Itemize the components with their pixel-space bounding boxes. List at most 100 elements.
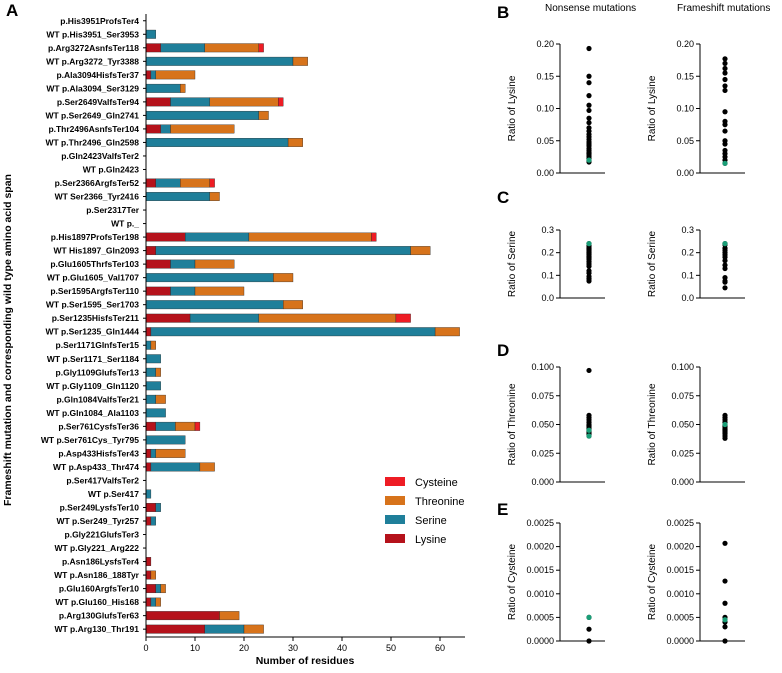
scatter-y-tick-label: 0.3 [681, 225, 694, 235]
bar-segment-cysteine [258, 43, 264, 53]
bar-segment-cysteine [278, 97, 284, 107]
bar-segment-serine [170, 286, 196, 296]
scatter-point-highlight [586, 433, 592, 439]
bar-segment-threonine [194, 286, 245, 296]
bar-segment-serine [145, 367, 156, 377]
legend-swatch-serine [385, 515, 405, 524]
category-label: p.Ala3094HisfsTer37 [56, 70, 139, 80]
legend-label: Cysteine [415, 477, 458, 489]
panel-e-letter: E [497, 500, 508, 519]
x-tick-label: 40 [337, 643, 347, 653]
bar-segment-lysine [145, 43, 161, 53]
scatter-y-tick-label: 0.0005 [526, 612, 554, 622]
bar-segment-lysine [145, 597, 152, 607]
category-label: WT p.Asp433_Thr474 [53, 462, 139, 472]
scatter-point [722, 435, 728, 441]
scatter-panel: 0.00 0.05 0.10 0.15 0.20 Ratio of Lysine [647, 39, 745, 178]
scatter-y-tick-label: 0.0010 [666, 589, 694, 599]
bar-segment-threonine [258, 110, 269, 120]
scatter-y-tick-label: 0.00 [676, 168, 694, 178]
category-label: p.Ser1171GlnfsTer15 [56, 340, 140, 350]
legend-swatch-lysine [385, 534, 405, 543]
bar-segment-serine [145, 273, 274, 283]
scatter-point-highlight [586, 157, 592, 163]
scatter-point [722, 578, 728, 584]
bar-segment-threonine [219, 611, 240, 621]
bar-segment-threonine [434, 327, 460, 337]
bar-segment-threonine [155, 597, 161, 607]
bar-segment-serine [150, 70, 156, 80]
category-label: WT p.Arg3272_Tyr3388 [46, 56, 139, 66]
category-label: p.Arg130GlufsTer63 [59, 611, 139, 621]
scatter-point [722, 87, 728, 94]
category-label: p.Ser2317Ter [86, 205, 139, 215]
category-label: WT p.Gly1109_Gln1120 [46, 381, 139, 391]
scatter-y-tick-label: 0.0015 [526, 565, 554, 575]
bar-segment-serine [185, 232, 250, 242]
scatter-panel: 0.0000 0.0005 0.0010 0.0015 0.0020 0.0025 Rati… [647, 518, 745, 646]
scatter-point [722, 638, 728, 644]
category-label: WT p.Asn186_188Tyr [54, 570, 140, 580]
bar-segment-threonine [155, 448, 186, 458]
scatter-y-tick-label: 0.0005 [666, 612, 694, 622]
bar-segment-lysine [145, 124, 161, 134]
scatter-y-tick-label: 0.050 [531, 420, 554, 430]
bar-segment-lysine [145, 570, 152, 580]
bar-segment-lysine [145, 448, 152, 458]
bar-chart-y-title: Frameshift mutation and corresponding wi… [2, 174, 14, 506]
scatter-y-tick-label: 0.15 [536, 71, 554, 81]
scatter-y-tick-label: 0.0025 [666, 518, 694, 528]
bar-segment-threonine [283, 300, 303, 310]
bar-segment-lysine [145, 516, 152, 526]
bar-segment-threonine [180, 83, 186, 93]
bar-segment-serine [204, 624, 245, 634]
bar-segment-lysine [145, 327, 152, 337]
bar-segment-lysine [145, 286, 171, 296]
scatter-y-title: Ratio of Cysteine [647, 543, 658, 620]
scatter-panel: 0.0 0.1 0.2 0.3 Ratio of Serine [647, 225, 745, 303]
category-label: p.Gly221GlufsTer3 [65, 530, 140, 540]
bar-segment-serine [170, 97, 210, 107]
category-label: WT p.Thr2496_Gln2598 [45, 137, 139, 147]
scatter-point [722, 122, 728, 128]
bar-segment-serine [145, 300, 284, 310]
x-tick-label: 10 [190, 643, 200, 653]
scatter-y-tick-label: 0.0 [681, 293, 694, 303]
bar-segment-lysine [145, 97, 171, 107]
scatter-point [722, 76, 728, 83]
category-label: WT p.Ser417 [88, 489, 139, 499]
bar-chart-bars [145, 29, 460, 634]
bar-chart-x-title: Number of residues [256, 655, 355, 667]
category-label: WT p._ [111, 219, 139, 229]
bar-segment-serine [145, 83, 181, 93]
scatter-y-title: Ratio of Serine [647, 230, 658, 297]
scatter-panel: 0.000 0.025 0.050 0.075 0.100 Ratio of Threon… [507, 362, 605, 487]
legend-label: Lysine [415, 534, 446, 546]
bar-segment-serine [145, 354, 161, 364]
bar-segment-serine [189, 313, 259, 323]
scatter-point [722, 285, 728, 291]
x-tick-label: 0 [143, 643, 148, 653]
scatter-y-tick-label: 0.0015 [666, 565, 694, 575]
bar-segment-threonine [194, 259, 235, 269]
category-label: p.His3951ProfsTer4 [60, 16, 139, 26]
scatter-point [722, 600, 728, 606]
bar-segment-lysine [145, 313, 191, 323]
bar-segment-serine [145, 489, 152, 499]
category-label: p.His1897ProfsTer198 [51, 232, 139, 242]
scatter-point [722, 540, 728, 546]
bar-segment-threonine [204, 43, 259, 53]
category-label: p.Glu160ArgfsTer10 [59, 584, 139, 594]
bar-segment-serine [145, 340, 152, 350]
bar-segment-serine [155, 178, 181, 188]
bar-segment-cysteine [194, 421, 201, 431]
bar-segment-serine [145, 192, 210, 201]
bar-segment-serine [150, 327, 436, 337]
scatter-y-title: Ratio of Lysine [647, 75, 658, 141]
bar-chart-x-ticks: 0 10 20 30 40 50 60 [143, 637, 445, 653]
bar-segment-threonine [155, 394, 166, 404]
scatter-y-tick-label: 0.075 [531, 391, 554, 401]
category-label: p.Gly1109GlufsTer13 [56, 367, 140, 377]
category-label: WT p.Ser1595_Ser1703 [46, 300, 139, 310]
scatter-y-tick-label: 0.075 [671, 391, 694, 401]
